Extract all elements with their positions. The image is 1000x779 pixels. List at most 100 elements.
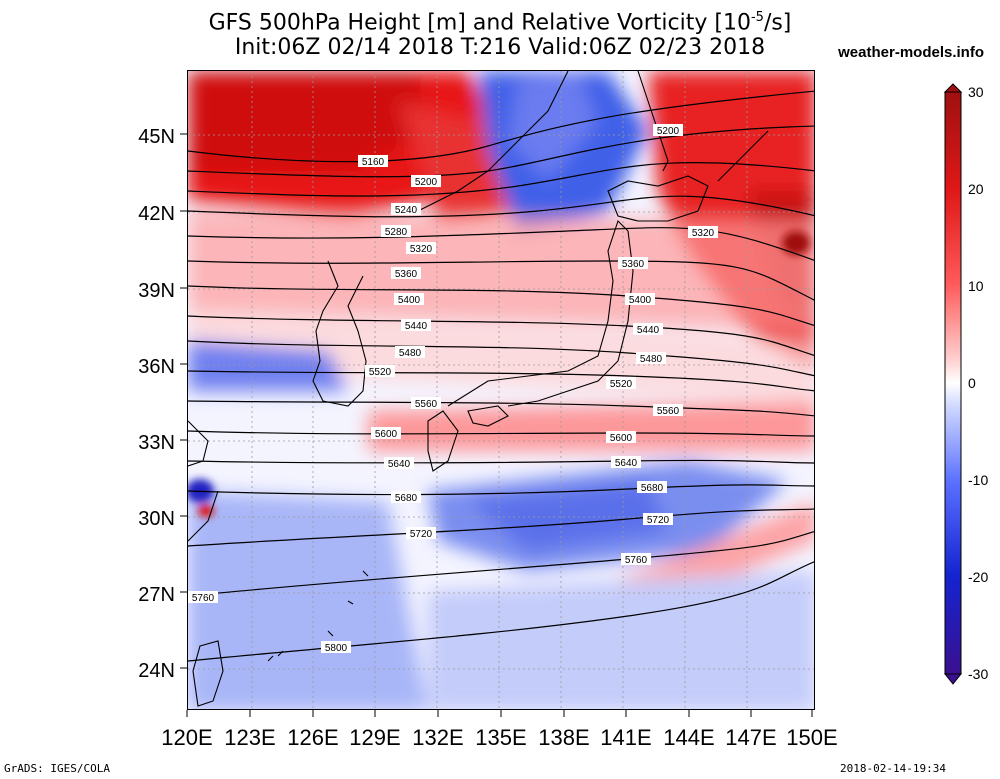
contour-label: 5320 [688, 226, 718, 239]
contour-label: 5640 [611, 456, 641, 469]
colorbar [943, 83, 963, 685]
contour-label: 5320 [406, 242, 436, 255]
svg-text:5560: 5560 [415, 399, 438, 410]
svg-text:5600: 5600 [375, 429, 398, 440]
lat-axis: 45N 42N 39N 36N 33N 30N 27N 24N [138, 126, 175, 682]
contour-label: 5800 [321, 641, 351, 654]
svg-text:5200: 5200 [657, 126, 680, 137]
contour-label: 5360 [618, 257, 648, 270]
svg-text:5320: 5320 [410, 244, 433, 255]
contour-label: 5360 [391, 267, 421, 280]
svg-text:5400: 5400 [629, 295, 652, 306]
lon-label: 138E [538, 725, 589, 750]
lat-label: 33N [138, 432, 175, 454]
contour-label: 5520 [606, 377, 636, 390]
contour-label: 5680 [637, 481, 667, 494]
svg-text:5320: 5320 [692, 228, 715, 239]
lat-label: 24N [138, 660, 175, 682]
lon-ticks [186, 710, 813, 717]
grads-credit: GrADS: IGES/COLA [4, 762, 110, 775]
contour-label: 5560 [411, 397, 441, 410]
svg-text:5400: 5400 [398, 295, 421, 306]
vorticity-map: 5160 5200 5240 5280 5320 5360 5400 5440 … [188, 71, 814, 709]
colorbar-label: -30 [968, 666, 988, 682]
contour-label: 5200 [653, 124, 683, 137]
contour-label: 5160 [358, 155, 388, 168]
svg-text:5560: 5560 [657, 406, 680, 417]
contour-label: 5480 [395, 346, 425, 359]
lon-label: 123E [224, 725, 275, 750]
title-line-2: Init:06Z 02/14 2018 T:216 Valid:06Z 02/2… [234, 35, 766, 60]
lat-label: 30N [138, 508, 175, 530]
lon-label: 126E [287, 725, 338, 750]
contour-label: 5200 [411, 175, 441, 188]
svg-text:5760: 5760 [192, 593, 215, 604]
svg-text:5200: 5200 [415, 177, 438, 188]
lat-ticks [180, 133, 187, 669]
svg-text:5240: 5240 [395, 205, 418, 216]
svg-text:5280: 5280 [385, 227, 408, 238]
contour-label: 5400 [394, 293, 424, 306]
contour-label: 5280 [381, 225, 411, 238]
svg-text:5520: 5520 [610, 379, 633, 390]
contour-label: 5520 [365, 365, 395, 378]
lon-label: 120E [161, 725, 212, 750]
svg-text:5520: 5520 [369, 367, 392, 378]
svg-text:5480: 5480 [399, 348, 422, 359]
contour-label: 5600 [606, 431, 636, 444]
lon-axis: 120E 123E 126E 129E 132E 135E 138E 141E … [161, 725, 837, 750]
contour-label-group: 5160 5200 5240 5280 5320 5360 5400 5440 … [188, 124, 718, 654]
colorbar-label: 30 [968, 84, 984, 100]
svg-text:5640: 5640 [615, 458, 638, 469]
contour-label: 5400 [625, 293, 655, 306]
title-line-1: GFS 500hPa Height [m] and Relative Vorti… [208, 10, 792, 36]
lon-label: 150E [786, 725, 837, 750]
colorbar-label: 0 [968, 375, 976, 391]
vorticity-field [188, 71, 814, 709]
lon-label: 144E [663, 725, 714, 750]
svg-text:5720: 5720 [647, 515, 670, 526]
lat-lon-grid [188, 71, 814, 709]
contour-label: 5760 [621, 553, 651, 566]
svg-text:5360: 5360 [395, 269, 418, 280]
svg-text:5720: 5720 [410, 529, 433, 540]
svg-text:5760: 5760 [625, 555, 648, 566]
timestamp: 2018-02-14-19:34 [840, 762, 946, 775]
svg-text:5600: 5600 [610, 433, 633, 444]
svg-text:5440: 5440 [405, 321, 428, 332]
colorbar-label: -20 [968, 569, 988, 585]
lon-label: 141E [600, 725, 651, 750]
contour-label: 5440 [401, 319, 431, 332]
lon-label: 132E [412, 725, 463, 750]
contour-label: 5640 [384, 457, 414, 470]
svg-text:5160: 5160 [362, 157, 385, 168]
contour-label: 5440 [633, 323, 663, 336]
contour-label: 5720 [406, 527, 436, 540]
svg-text:5680: 5680 [641, 483, 664, 494]
colorbar-label: -10 [968, 472, 988, 488]
colorbar-label: 10 [968, 278, 984, 294]
lat-label: 39N [138, 280, 175, 302]
lon-label: 147E [725, 725, 776, 750]
svg-text:5440: 5440 [637, 325, 660, 336]
svg-text:5800: 5800 [325, 643, 348, 654]
lat-label: 27N [138, 584, 175, 606]
contour-label: 5720 [643, 513, 673, 526]
svg-text:5360: 5360 [622, 259, 645, 270]
lon-label: 129E [349, 725, 400, 750]
site-name: weather-models.info [838, 44, 984, 61]
contour-label: 5760 [188, 591, 218, 604]
svg-text:5480: 5480 [640, 354, 663, 365]
contour-label: 5680 [391, 491, 421, 504]
contour-label: 5600 [371, 427, 401, 440]
svg-text:5680: 5680 [395, 493, 418, 504]
map-panel: 5160 5200 5240 5280 5320 5360 5400 5440 … [187, 70, 815, 710]
lat-label: 45N [138, 126, 175, 148]
contour-label: 5480 [636, 352, 666, 365]
lat-label: 42N [138, 203, 175, 225]
contour-label: 5560 [653, 404, 683, 417]
lon-label: 135E [475, 725, 526, 750]
colorbar-label: 20 [968, 181, 984, 197]
lat-label: 36N [138, 356, 175, 378]
